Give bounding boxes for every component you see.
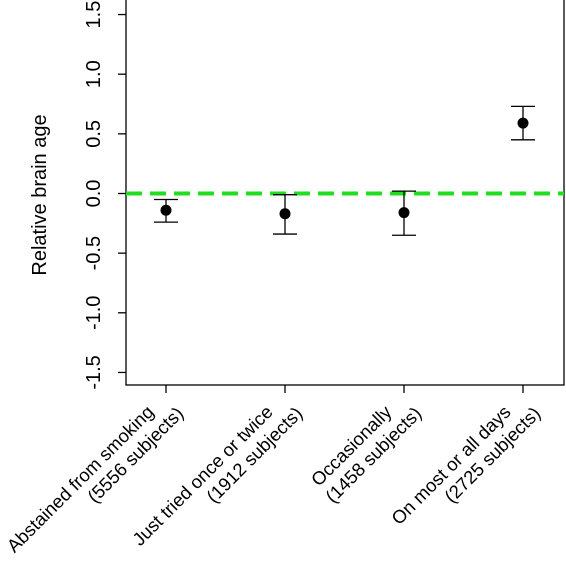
y-tick-label: 1.5	[83, 1, 105, 29]
x-tick-label: Occasionally(1458 subjects)	[306, 387, 426, 507]
y-tick-label: -0.5	[83, 236, 105, 270]
y-tick-label: -1.5	[83, 355, 105, 389]
data-point	[517, 117, 529, 129]
data-point	[279, 208, 291, 220]
y-tick-label: -1.0	[83, 296, 105, 330]
y-axis: -1.5 -1.0 -0.5 0.0 0.5 1.0 1.5	[83, 1, 126, 390]
y-tick-label: 0.5	[83, 120, 105, 148]
y-axis-title: Relative brain age	[29, 114, 51, 275]
x-axis: Abstained from smoking(5556 subjects)Jus…	[3, 385, 544, 567]
data-point	[398, 207, 410, 219]
y-tick-label: 0.0	[83, 180, 105, 208]
y-tick-label: 1.0	[83, 60, 105, 88]
data-point	[160, 204, 172, 216]
data-marks	[154, 105, 535, 236]
x-tick-label: Abstained from smoking(5556 subjects)	[3, 387, 188, 567]
